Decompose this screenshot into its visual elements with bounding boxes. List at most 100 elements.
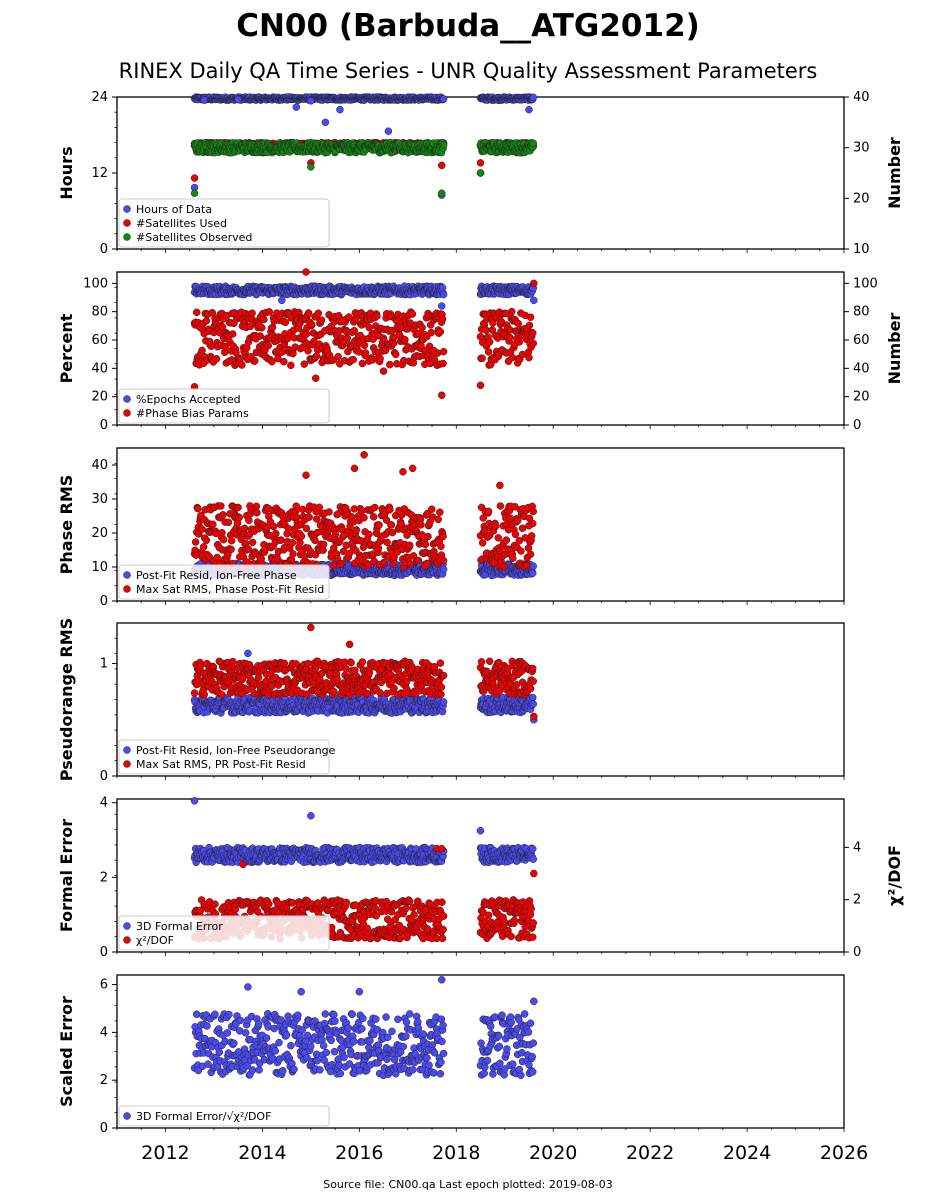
data-point [304, 309, 313, 317]
data-point [334, 352, 342, 361]
data-point [199, 543, 208, 551]
data-point [439, 565, 448, 574]
data-point [304, 347, 312, 355]
legend: %Epochs Accepted#Phase Bias Params [118, 388, 330, 424]
data-point [421, 540, 430, 549]
data-point [360, 341, 369, 350]
y2-tick-label: 10 [853, 242, 870, 257]
data-point [360, 514, 368, 522]
data-point-outlier [350, 464, 359, 473]
data-point [277, 536, 285, 544]
data-point-outlier [278, 296, 286, 305]
data-point [238, 361, 246, 369]
data-point [365, 323, 374, 332]
data-point [438, 315, 447, 323]
data-point [256, 332, 264, 340]
data-point [192, 308, 201, 317]
data-point [505, 333, 514, 342]
data-point [280, 357, 288, 366]
data-point-outlier [307, 97, 315, 105]
data-point [219, 535, 228, 544]
y-axis-label: Pseudorange RMS [57, 618, 76, 781]
data-point [228, 330, 237, 338]
y-tick-label: 60 [91, 333, 108, 348]
series-red [190, 451, 538, 571]
data-point [417, 521, 425, 529]
data-point [525, 353, 533, 362]
data-point-outlier [525, 105, 533, 114]
data-point [428, 505, 436, 513]
data-point-outlier [234, 95, 242, 104]
data-point [439, 95, 448, 103]
data-point [529, 507, 538, 516]
legend-marker [123, 571, 131, 579]
data-point [478, 354, 486, 363]
y-tick-label: 80 [91, 305, 108, 320]
data-point [228, 657, 237, 666]
data-point [509, 554, 517, 562]
data-point [386, 506, 394, 514]
data-point [439, 359, 447, 368]
data-point [337, 560, 345, 568]
data-point [319, 540, 328, 549]
figure-subtitle: RINEX Daily QA Time Series - UNR Quality… [119, 59, 818, 83]
data-point [405, 541, 414, 549]
y-tick-label: 20 [91, 526, 108, 541]
legend-label: Max Sat RMS, Phase Post-Fit Resid [136, 583, 324, 596]
data-point [529, 562, 538, 570]
data-point [439, 532, 447, 541]
data-point-outlier [437, 391, 446, 399]
y-tick-label: 0 [100, 418, 108, 433]
data-point [507, 307, 516, 316]
series-green [190, 138, 538, 198]
data-point [365, 530, 373, 539]
data-point [254, 673, 263, 682]
data-point-outlier [292, 103, 301, 111]
y-tick-label: 10 [91, 560, 108, 575]
y2-tick-label: 20 [853, 390, 870, 405]
data-point [439, 141, 448, 149]
data-point [401, 336, 409, 344]
data-point-outlier [530, 279, 538, 288]
data-point-outlier [408, 464, 417, 473]
data-point [349, 355, 357, 364]
data-point [202, 317, 211, 325]
data-point-outlier [336, 105, 344, 114]
data-point [414, 556, 423, 565]
y-tick-label: 40 [91, 361, 108, 376]
data-point [527, 532, 536, 540]
data-point [219, 511, 227, 519]
legend-marker [123, 409, 131, 417]
data-point [387, 521, 396, 529]
y-tick-label: 12 [91, 166, 108, 181]
data-point [397, 511, 406, 519]
data-point [302, 524, 311, 533]
y2-axis-label: Number [885, 137, 904, 209]
data-point [218, 691, 226, 699]
data-point [529, 700, 538, 708]
data-point [236, 354, 245, 362]
data-point [248, 538, 257, 547]
data-point [312, 352, 321, 360]
y2-tick-label: 30 [853, 141, 870, 156]
data-point [439, 556, 448, 565]
data-point-outlier [200, 96, 208, 104]
y-axis-label: Phase RMS [57, 475, 76, 575]
data-point [439, 698, 448, 706]
data-point [258, 323, 266, 332]
data-point [288, 538, 297, 547]
legend: Hours of Data#Satellites Used#Satellites… [118, 198, 330, 248]
data-point [352, 526, 361, 534]
data-point-outlier [437, 302, 446, 310]
data-point [224, 518, 233, 527]
data-point [506, 514, 514, 522]
legend-marker [123, 205, 131, 213]
data-point [289, 349, 297, 358]
data-point [198, 346, 206, 355]
data-point [248, 309, 256, 317]
data-point [484, 348, 493, 356]
data-point-outlier [379, 367, 388, 375]
